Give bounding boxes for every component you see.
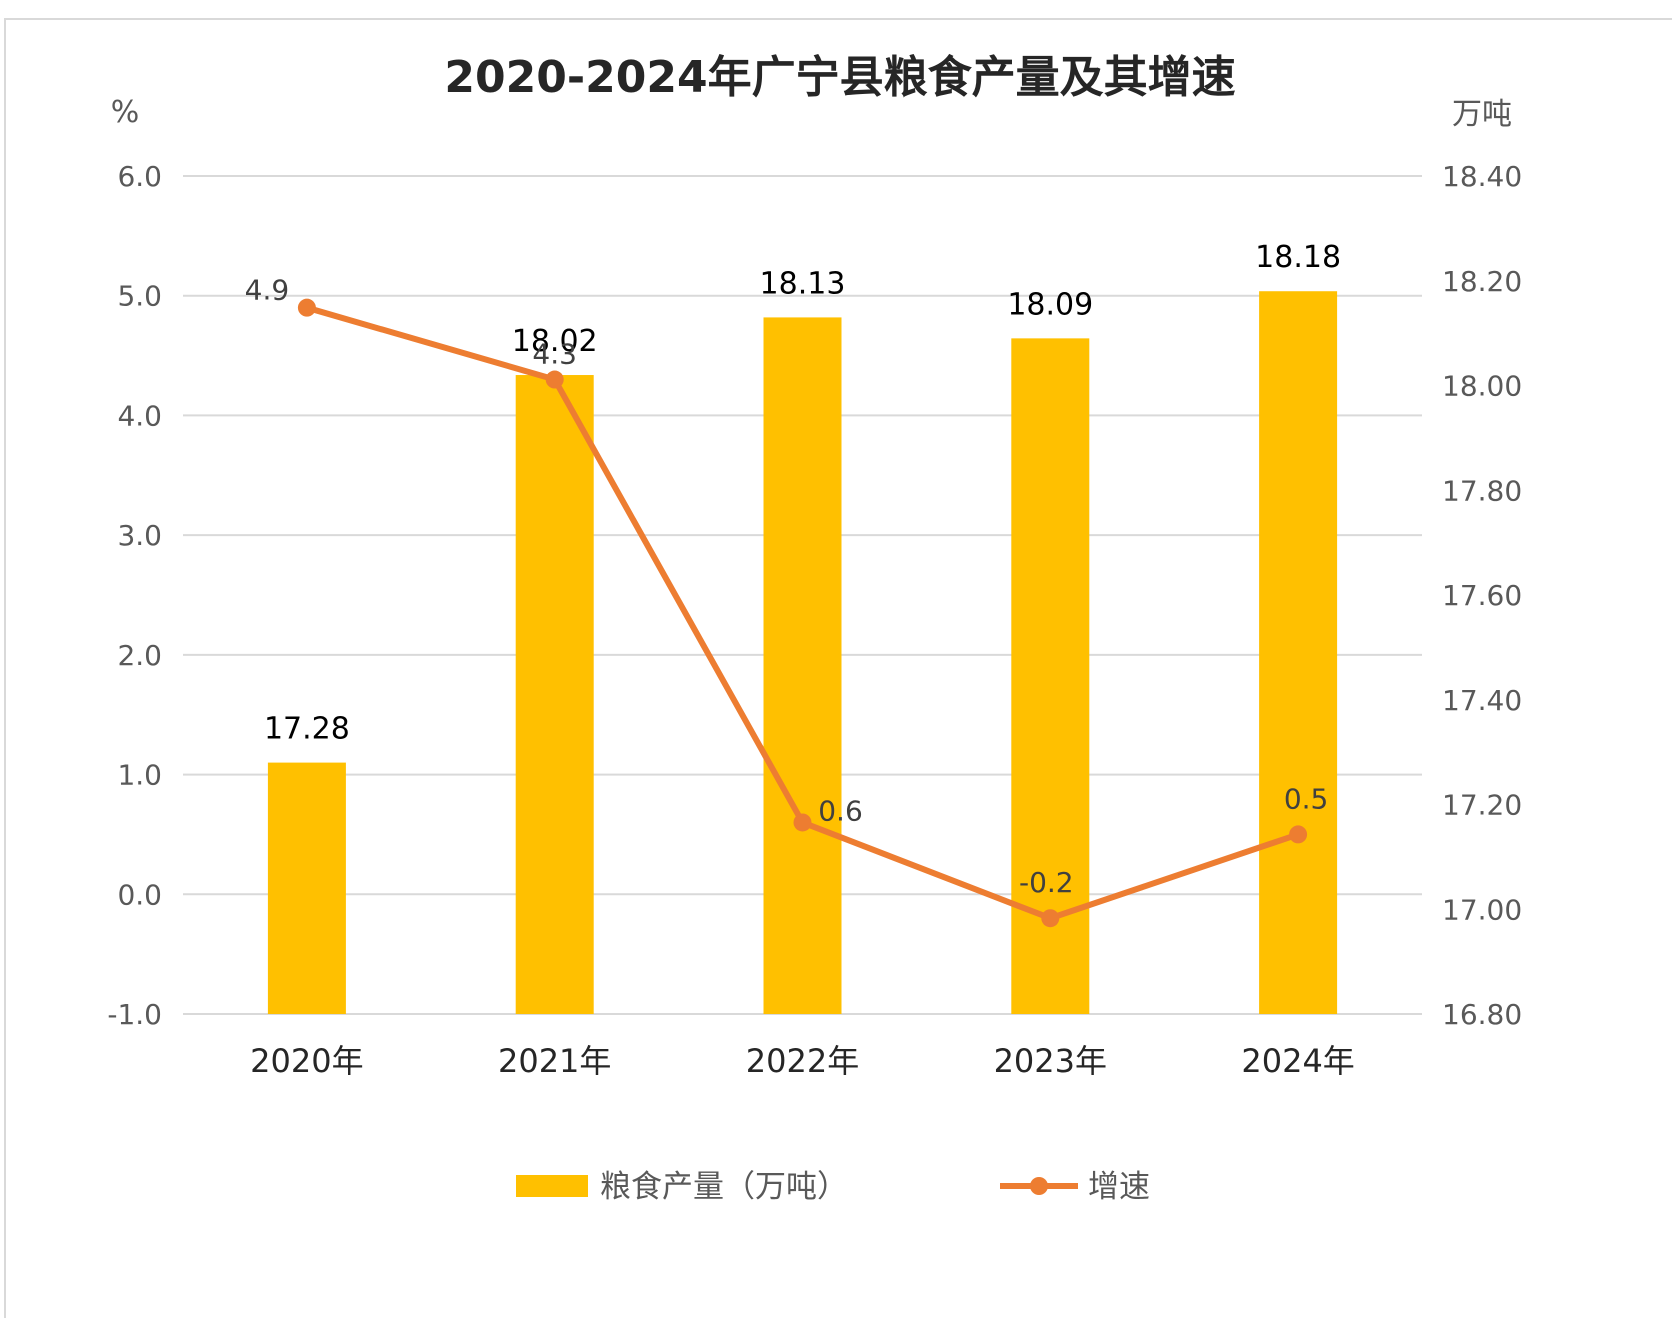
legend-line-label: 增速 [1088,1169,1150,1205]
x-axis-ticks: 2020年 2021年 2022年 2023年 2024年 [250,1042,1355,1080]
bar-value-label: 18.02 [512,324,598,359]
right-tick-label: 17.40 [1442,684,1522,717]
line-value-label: -0.2 [1019,866,1074,899]
bar [267,762,346,1014]
left-tick-label: 4.0 [117,399,162,432]
chart-canvas: 2020-2024年广宁县粮食产量及其增速 % 万吨 6.0 5.0 4.0 3.0 2… [107,52,1522,1205]
x-tick-label: 2023年 [994,1042,1107,1080]
bar [515,375,594,1014]
bar-value-label: 17.28 [264,712,350,747]
line-value-label: 4.9 [245,274,290,307]
right-tick-label: 17.60 [1442,579,1522,612]
left-tick-label: 6.0 [117,160,162,193]
bar-value-label: 18.09 [1007,287,1093,322]
right-tick-label: 17.80 [1442,474,1522,507]
bar-value-label: 18.13 [760,266,846,301]
line-series: 4.9 4.3 0.6 -0.2 0.5 [245,274,1329,928]
line-point [1289,825,1308,844]
legend-line-marker [1030,1177,1048,1195]
left-tick-label: 1.0 [117,759,162,792]
line-value-label: 4.3 [532,338,577,371]
x-tick-label: 2020年 [250,1042,363,1080]
right-tick-label: 18.00 [1442,370,1522,403]
bar-value-label: 18.18 [1255,240,1341,275]
x-tick-label: 2024年 [1241,1042,1354,1080]
left-tick-label: 5.0 [117,280,162,313]
left-tick-label: 0.0 [117,878,162,911]
line-point [297,298,316,317]
right-tick-label: 18.40 [1442,160,1522,193]
right-tick-label: 16.80 [1442,998,1522,1031]
left-tick-label: 3.0 [117,519,162,552]
bar [1259,291,1338,1015]
chart-frame [4,18,1672,1318]
right-tick-label: 17.20 [1442,789,1522,822]
bar [763,317,842,1015]
legend: 粮食产量（万吨） 增速 [516,1169,1150,1205]
line-value-label: 0.5 [1284,782,1329,815]
bar-series: 17.28 18.02 18.13 18.09 18.18 [264,240,1341,1015]
line-point [1041,909,1060,928]
left-axis-unit: % [111,95,140,130]
line-point [793,813,812,832]
x-tick-label: 2021年 [498,1042,611,1080]
legend-bar-label: 粮食产量（万吨） [600,1169,848,1205]
right-axis-ticks: 18.40 18.20 18.00 17.80 17.60 17.40 17.20 17.00… [1442,160,1522,1031]
line-value-label: 0.6 [818,794,863,827]
left-tick-label: 2.0 [117,639,162,672]
right-tick-label: 18.20 [1442,265,1522,298]
bar [1011,338,1090,1014]
left-tick-label: -1.0 [107,998,162,1031]
left-axis-ticks: 6.0 5.0 4.0 3.0 2.0 1.0 0.0 -1.0 [107,160,162,1031]
legend-bar-swatch [516,1175,588,1197]
right-axis-unit: 万吨 [1452,97,1512,132]
x-tick-label: 2022年 [746,1042,859,1080]
line-point [545,370,564,389]
right-tick-label: 17.00 [1442,893,1522,926]
chart-title: 2020-2024年广宁县粮食产量及其增速 [444,52,1235,103]
